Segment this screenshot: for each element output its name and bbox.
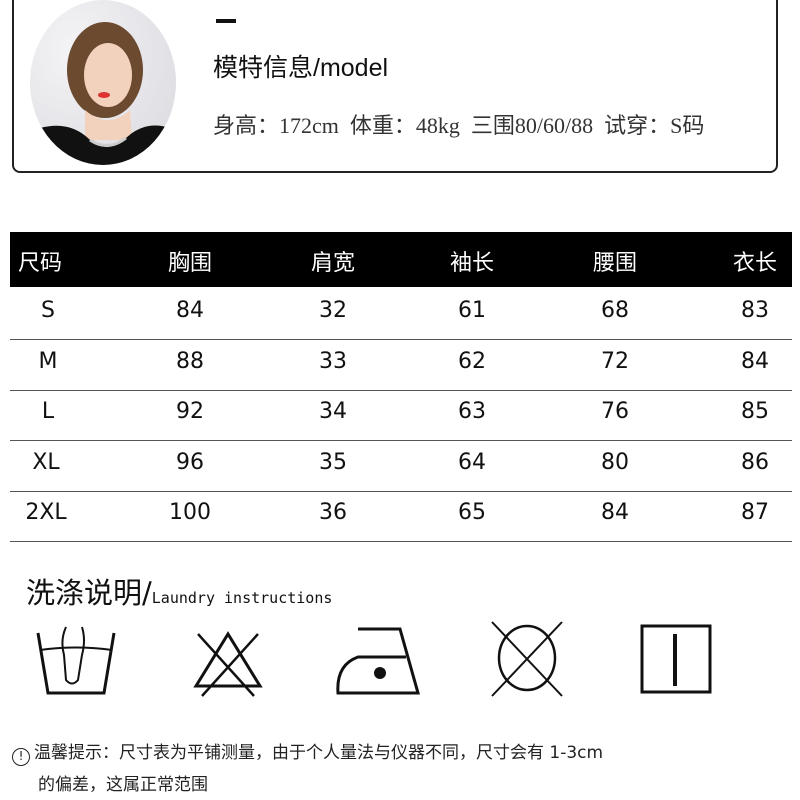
column-header: 衣长	[732, 251, 778, 276]
table-cell: 83	[741, 298, 769, 323]
table-cell: 86	[741, 449, 769, 475]
table-cell: 76	[601, 399, 629, 424]
no-dry-clean-icon	[491, 621, 563, 697]
table-cell: 80	[601, 449, 629, 475]
column-header: 胸围	[167, 251, 213, 276]
column-header: 尺码	[17, 251, 63, 276]
table-cell: 33	[319, 348, 347, 374]
column-header: 肩宽	[310, 251, 356, 276]
size-table-header: 尺码 胸围 肩宽 袖长 腰围 衣长	[10, 232, 792, 287]
table-row: S 84 32 61 68 83	[10, 290, 792, 340]
model-title: 模特信息/model	[213, 54, 389, 82]
table-cell: 100	[169, 500, 211, 525]
table-cell: 88	[176, 348, 204, 374]
table-cell: XL	[32, 449, 60, 475]
table-cell: 72	[601, 348, 629, 374]
table-cell: 84	[176, 298, 204, 323]
model-photo	[30, 0, 176, 165]
table-cell: 64	[458, 449, 486, 475]
tip-line-1: ! 温馨提示：尺寸表为平铺测量，由于个人量法与仪器不同，尺寸会有 1-3cm	[12, 736, 603, 770]
title-dash	[216, 19, 236, 23]
table-row: M 88 33 62 72 84	[10, 341, 792, 391]
table-cell: 2XL	[25, 500, 67, 525]
table-cell: 68	[601, 298, 629, 323]
table-cell: 36	[319, 500, 347, 525]
laundry-title-cn: 洗涤说明/	[26, 576, 152, 610]
table-cell: 32	[319, 298, 347, 323]
drip-dry-icon	[640, 624, 712, 694]
table-cell: 34	[319, 399, 347, 424]
table-cell: 96	[176, 449, 204, 475]
table-cell: 65	[458, 500, 486, 525]
table-cell: 92	[176, 399, 204, 424]
table-cell: 87	[741, 500, 769, 525]
table-cell: 63	[458, 399, 486, 424]
column-header: 袖长	[449, 251, 495, 276]
model-stats: 身高：172cm 体重：48kg 三围80/60/88 试穿：S码	[213, 113, 705, 138]
table-cell: S	[41, 298, 55, 323]
table-cell: M	[38, 348, 58, 374]
iron-low-icon	[336, 627, 420, 695]
table-cell: 35	[319, 449, 347, 475]
table-cell: 84	[741, 348, 769, 374]
hand-wash-icon	[36, 626, 116, 695]
table-cell: 61	[458, 298, 486, 323]
tip-line-2: 的偏差，这属正常范围	[38, 775, 208, 795]
table-row: L 92 34 63 76 85	[10, 391, 792, 441]
table-cell: 84	[601, 500, 629, 525]
warning-icon: !	[12, 748, 30, 766]
tip-text-1: 温馨提示：尺寸表为平铺测量，由于个人量法与仪器不同，尺寸会有 1-3cm	[34, 743, 604, 763]
table-cell: L	[41, 399, 55, 424]
table-row: 2XL 100 36 65 84 87	[10, 492, 792, 542]
column-header: 腰围	[592, 251, 638, 276]
laundry-title: 洗涤说明/Laundry instructions	[26, 570, 332, 612]
no-bleach-icon	[193, 631, 263, 697]
table-row: XL 96 35 64 80 86	[10, 442, 792, 492]
table-cell: 85	[741, 399, 769, 424]
table-cell: 62	[458, 348, 486, 374]
laundry-title-en: Laundry instructions	[151, 589, 333, 607]
